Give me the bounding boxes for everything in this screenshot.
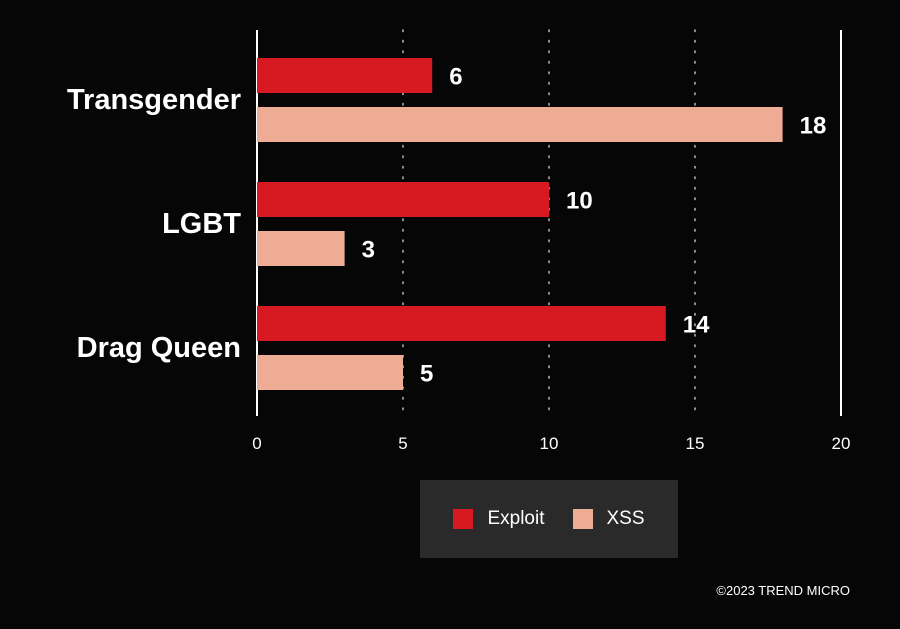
bar-exploit-lgbt xyxy=(257,182,549,217)
legend-swatch-exploit xyxy=(453,509,474,529)
category-label-transgender: Transgender xyxy=(67,84,241,116)
value-label-exploit-lgbt: 10 xyxy=(566,188,593,215)
category-label-lgbt: LGBT xyxy=(162,208,241,240)
bar-xss-transgender xyxy=(257,107,783,142)
legend-item-exploit: Exploit xyxy=(453,508,545,530)
x-tick-label-0: 0 xyxy=(252,434,261,453)
value-label-exploit-drag-queen: 14 xyxy=(683,312,710,339)
copyright-text: ©2023 TREND MICRO xyxy=(716,583,850,598)
x-tick-label-15: 15 xyxy=(686,434,705,453)
legend: Exploit XSS xyxy=(420,480,678,558)
legend-item-xss: XSS xyxy=(572,508,645,530)
value-label-xss-lgbt: 3 xyxy=(362,237,375,264)
legend-label-xss: XSS xyxy=(606,508,645,529)
legend-label-exploit: Exploit xyxy=(487,508,545,529)
x-tick-label-20: 20 xyxy=(832,434,851,453)
bar-exploit-transgender xyxy=(257,58,433,93)
category-label-drag-queen: Drag Queen xyxy=(77,332,241,364)
bar-xss-lgbt xyxy=(257,231,345,266)
legend-swatch-xss xyxy=(572,509,593,529)
x-tick-label-5: 5 xyxy=(398,434,407,453)
x-tick-label-10: 10 xyxy=(540,434,559,453)
bar-xss-drag-queen xyxy=(257,355,403,390)
value-label-xss-transgender: 18 xyxy=(800,113,827,140)
bar-exploit-drag-queen xyxy=(257,306,666,341)
value-label-xss-drag-queen: 5 xyxy=(420,361,433,388)
value-label-exploit-transgender: 6 xyxy=(449,64,462,91)
